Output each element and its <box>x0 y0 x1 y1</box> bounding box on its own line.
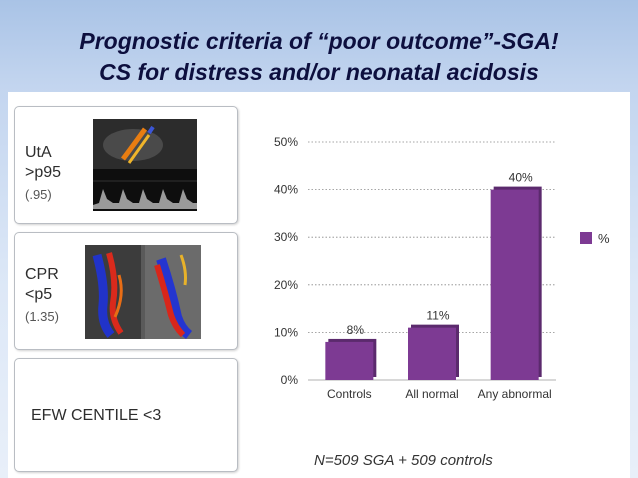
data-label: 11% <box>426 309 449 323</box>
cpr-card: CPR <p5 (1.35) <box>14 232 238 350</box>
legend-label: % <box>598 231 610 246</box>
y-tick-label: 50% <box>274 135 298 149</box>
y-tick-label: 40% <box>274 183 298 197</box>
data-label: 8% <box>347 323 365 337</box>
data-label: 40% <box>509 171 533 185</box>
y-tick-label: 0% <box>281 373 299 387</box>
uta-threshold: >p95 <box>25 164 62 181</box>
efw-card: EFW CENTILE <3 <box>14 358 238 472</box>
bar <box>490 189 539 380</box>
cpr-label: CPR <box>25 266 59 283</box>
color-doppler-image <box>85 245 201 339</box>
y-tick-label: 30% <box>274 230 298 244</box>
x-tick-label: Any abnormal <box>478 387 552 401</box>
title-line-1: Prognostic criteria of “poor outcome”-SG… <box>79 28 559 54</box>
uta-card: UtA >p95 (.95) <box>14 106 238 224</box>
y-tick-label: 10% <box>274 325 298 339</box>
content-panel: UtA >p95 (.95) CPR <p5 (1.35) <box>8 92 630 478</box>
x-tick-label: Controls <box>327 387 372 401</box>
cpr-threshold: <p5 <box>25 286 53 303</box>
title-line-2: CS for distress and/or neonatal acidosis <box>99 59 539 85</box>
bar <box>325 341 374 380</box>
efw-label: EFW CENTILE <3 <box>31 407 162 424</box>
y-tick-label: 20% <box>274 278 298 292</box>
uta-label: UtA <box>25 144 52 161</box>
slide-title: Prognostic criteria of “poor outcome”-SG… <box>0 26 638 88</box>
uta-value: (.95) <box>25 187 52 202</box>
doppler-waveform-image <box>93 119 197 211</box>
bar <box>408 327 456 380</box>
cpr-value: (1.35) <box>25 309 59 324</box>
legend-swatch <box>580 232 592 244</box>
x-tick-label: All normal <box>405 387 458 401</box>
footnote: N=509 SGA + 509 controls <box>314 452 493 469</box>
bar-chart: 0% 10% 20% 30% 40% 50% 8% Controls 11% All normal… <box>274 135 610 401</box>
